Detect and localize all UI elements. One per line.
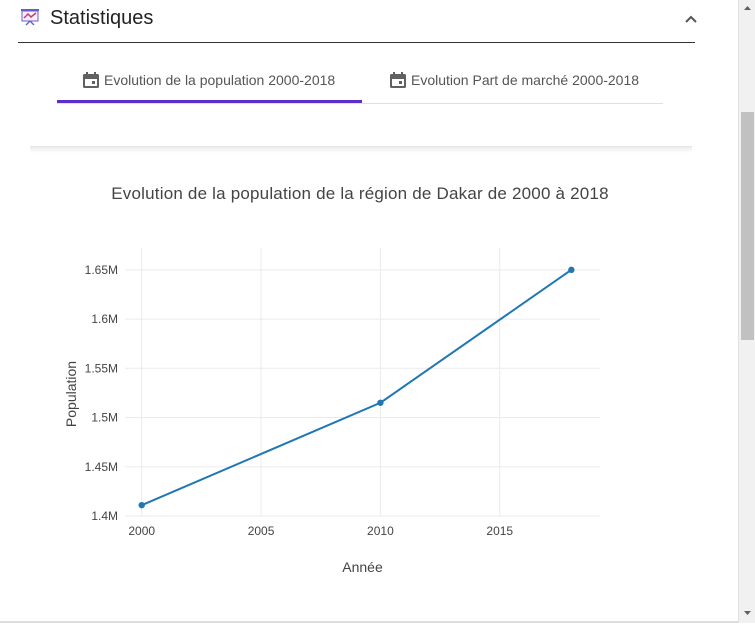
line-chart: 1.4M 1.45M 1.5M 1.55M 1.6M 1.65M 2000 2005 2010 2… — [63, 248, 600, 575]
window-bottom-edge — [0, 621, 738, 623]
vertical-scrollbar[interactable] — [738, 0, 755, 623]
chart-title: Evolution de la population de la région … — [111, 184, 609, 203]
active-tab-indicator — [57, 100, 362, 103]
y-tick-label: 1.45M — [85, 460, 118, 474]
data-point — [138, 501, 145, 509]
tab-population[interactable]: Evolution de la population 2000-2018 — [81, 58, 335, 102]
x-tick-label: 2015 — [486, 524, 513, 538]
panel-title: Statistiques — [50, 7, 154, 29]
population-series-line — [141, 269, 572, 507]
tab-population-label: Evolution de la population 2000-2018 — [104, 72, 336, 88]
y-tick-label: 1.4M — [91, 509, 118, 523]
scroll-up-arrow-icon[interactable] — [739, 0, 755, 17]
chevron-up-icon — [685, 15, 697, 23]
card-divider — [30, 146, 692, 153]
x-tick-label: 2000 — [128, 524, 155, 538]
scroll-down-arrow-icon[interactable] — [739, 604, 755, 621]
scrollbar-thumb[interactable] — [741, 112, 754, 340]
tab-market-share-label: Evolution Part de marché 2000-2018 — [411, 72, 640, 88]
y-tick-label: 1.65M — [85, 263, 118, 277]
x-axis-title: Année — [342, 559, 383, 575]
population-chart: Evolution de la population de la région … — [0, 150, 738, 610]
y-tick-label: 1.55M — [85, 361, 118, 375]
data-point — [568, 266, 575, 274]
data-point — [377, 399, 384, 406]
y-tick-label: 1.6M — [91, 312, 118, 326]
y-axis-title: Population — [63, 361, 79, 427]
presentation-chart-icon — [20, 8, 40, 26]
collapse-button[interactable] — [679, 9, 703, 29]
tab-market-share[interactable]: Evolution Part de marché 2000-2018 — [388, 58, 639, 102]
x-tick-label: 2010 — [367, 524, 394, 538]
panel-header: Statistiques — [18, 0, 697, 43]
y-tick-label: 1.5M — [91, 411, 118, 425]
x-tick-label: 2005 — [248, 524, 275, 538]
calendar-icon — [390, 72, 406, 88]
stats-tabs: Evolution de la population 2000-2018 Evo… — [57, 58, 663, 104]
calendar-icon — [83, 72, 99, 88]
statistics-panel: Statistiques Evolution de la population … — [0, 0, 738, 610]
